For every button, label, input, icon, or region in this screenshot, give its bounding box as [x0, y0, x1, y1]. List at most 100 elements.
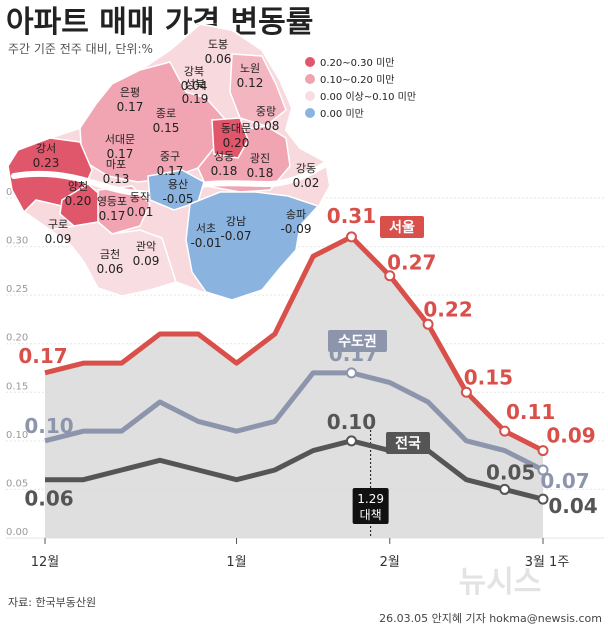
page-title: 아파트 매매 가격 변동률	[6, 5, 313, 40]
series-value-label: 0.17	[18, 344, 67, 368]
map-legend: 0.20~0.30 미만 0.10~0.20 미만 0.00 이상~0.10 미만 0…	[305, 57, 416, 120]
series-point	[345, 231, 357, 243]
district-name: 구로	[48, 218, 68, 231]
map-north-pink	[229, 53, 287, 127]
district-name: 동대문	[221, 122, 251, 135]
district-name: 금천	[100, 247, 120, 261]
series-name-box	[328, 330, 387, 352]
series-value-label: 0.27	[387, 251, 436, 275]
legend-swatch	[305, 74, 315, 84]
district-value: 0.17	[99, 209, 126, 223]
district-value: 0.20	[65, 194, 92, 208]
annotation-date: 1.29	[357, 492, 384, 506]
series-point	[499, 483, 511, 495]
y-tick-label: 0.30	[6, 236, 28, 247]
district-value: 0.18	[211, 164, 238, 178]
credit-line: 26.03.05 안지혜 기자 hokma@newsis.com	[379, 612, 602, 625]
district-value: 0.06	[205, 52, 232, 66]
legend-label: 0.20~0.30 미만	[320, 57, 395, 69]
y-tick-label: 0.05	[6, 478, 28, 489]
series-value-labels: 0.170.310.270.220.150.110.090.100.170.07…	[18, 204, 597, 518]
district-name: 강남	[226, 215, 246, 228]
district-value: 0.17	[117, 100, 144, 114]
x-tick-label: 1월	[226, 555, 246, 570]
y-tick-label: 0.00	[6, 527, 28, 538]
series-line-1	[44, 370, 545, 473]
district-name: 은평	[120, 86, 140, 99]
district-name: 강서	[36, 142, 56, 155]
x-tick-label: 2월	[380, 555, 400, 570]
district-value: 0.09	[45, 232, 72, 246]
district-value: -0.05	[162, 192, 193, 206]
source-note: 자료: 한국부동산원	[8, 596, 96, 609]
seoul-map: 도봉0.06강북0.04노원0.12은평0.17성북0.19종로0.15중랑0.…	[6, 22, 332, 302]
x-axis-ticks: 12월 1월 2월 3월 1주	[31, 538, 570, 570]
map-south-light	[48, 221, 177, 297]
district-value: 0.06	[97, 262, 124, 276]
series-value-label: 0.15	[464, 365, 513, 389]
district-name: 양천	[68, 179, 88, 193]
series-point	[499, 425, 511, 437]
district-name: 강동	[296, 162, 316, 175]
series-point	[345, 367, 357, 379]
district-value: 0.23	[33, 156, 60, 170]
series-name-label: 서울	[389, 219, 415, 236]
district-labels: 도봉0.06강북0.04노원0.12은평0.17성북0.19종로0.15중랑0.…	[33, 38, 320, 276]
district-name: 관악	[136, 240, 156, 253]
legend-label: 0.00 이상~0.10 미만	[320, 91, 416, 103]
district-value: 0.12	[237, 76, 264, 90]
series-point	[345, 435, 357, 447]
district-name: 도봉	[208, 38, 228, 51]
map-southeast-blue	[185, 191, 320, 301]
series-value-label: 0.04	[548, 494, 597, 518]
series-name-box	[380, 216, 424, 238]
series-name-box	[386, 432, 430, 454]
annotation-box	[352, 488, 389, 524]
district-name: 성동	[214, 150, 234, 163]
legend-label: 0.00 미만	[320, 108, 364, 120]
map-dongdaemun	[211, 117, 249, 159]
district-value: 0.17	[107, 147, 134, 161]
series-name-label: 전국	[395, 435, 421, 452]
district-name: 광진	[250, 152, 270, 165]
district-name: 서대문	[105, 133, 135, 146]
y-tick-label: 0.10	[6, 430, 28, 441]
district-name: 성북	[185, 78, 205, 91]
series-value-label: 0.31	[327, 204, 376, 228]
legend-swatch	[305, 57, 315, 67]
district-name: 용산	[168, 178, 188, 191]
district-value: 0.13	[103, 172, 130, 186]
x-tick-label: 3월 1주	[525, 555, 570, 570]
district-name: 마포	[106, 158, 126, 171]
series-line-2	[45, 438, 544, 502]
y-tick-label: 0.20	[6, 333, 28, 344]
district-value: 0.18	[247, 166, 274, 180]
series-value-label: 0.09	[546, 424, 595, 448]
district-name: 강북	[184, 65, 204, 78]
page-subtitle: 주간 기준 전주 대비, 단위:%	[8, 42, 153, 56]
district-value: 0.04	[181, 79, 208, 93]
district-name: 중랑	[256, 105, 276, 118]
district-value: 0.17	[157, 164, 184, 178]
series-point	[537, 493, 549, 505]
district-name: 송파	[286, 208, 306, 221]
district-value: 0.01	[127, 205, 154, 219]
district-name: 노원	[240, 62, 260, 75]
legend-swatch	[305, 91, 315, 101]
series-point	[537, 445, 549, 457]
district-name: 동작	[130, 191, 150, 204]
district-value: 0.15	[153, 121, 180, 135]
series-value-label: 0.11	[506, 400, 555, 424]
district-value: 0.20	[223, 136, 250, 150]
district-value: 0.09	[133, 254, 160, 268]
series-name-label: 수도권	[338, 334, 377, 350]
annotation-text: 대책	[360, 507, 382, 522]
series-point	[460, 386, 472, 398]
series-value-label: 0.22	[423, 297, 472, 321]
series-value-label: 0.10	[24, 414, 73, 438]
newsis-watermark: 뉴시스	[459, 565, 542, 600]
x-tick-label: 12월	[31, 555, 60, 570]
